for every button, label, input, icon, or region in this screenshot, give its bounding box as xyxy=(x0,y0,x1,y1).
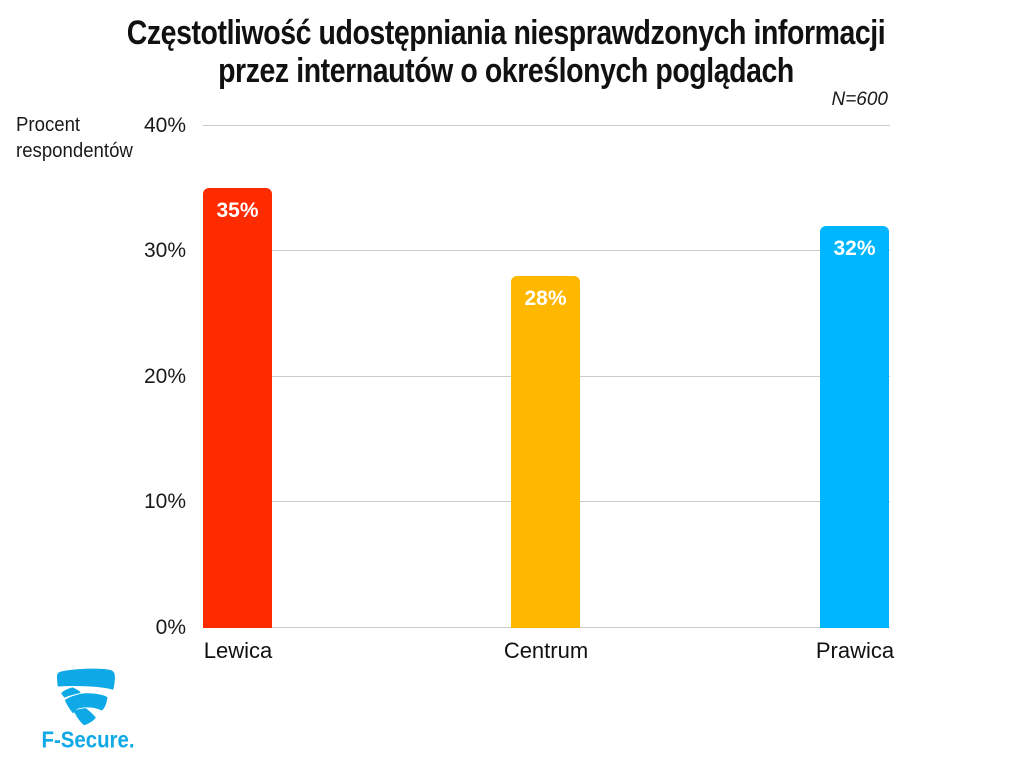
svg-text:F-Secure.: F-Secure. xyxy=(42,727,135,753)
